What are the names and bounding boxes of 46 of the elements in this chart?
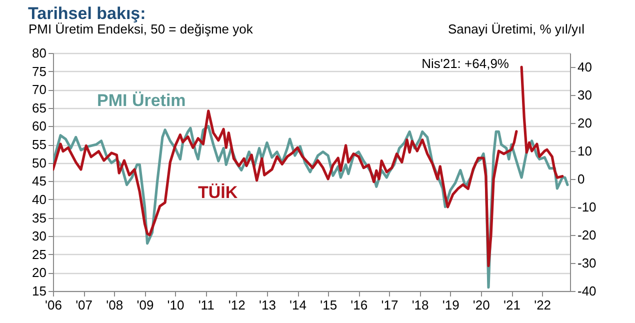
x-tick-label: '12 — [228, 298, 246, 312]
y-tick-label: 25 — [32, 246, 46, 262]
y-tick-label: 45 — [32, 174, 46, 189]
y-tick-label: 50 — [32, 155, 46, 170]
x-tick-label: '21 — [504, 298, 520, 312]
series-label: TÜİK — [198, 183, 238, 202]
x-tick-label: '08 — [106, 298, 124, 312]
y-tick-label: 65 — [32, 100, 46, 116]
x-tick-label: '19 — [442, 298, 460, 312]
y2-tick-label: 30 — [578, 88, 592, 102]
annotation: Nis'21: +64,9% — [422, 56, 510, 71]
x-tick-label: '22 — [534, 298, 552, 312]
y-tick-label: 75 — [32, 64, 46, 79]
x-tick-label: '18 — [412, 298, 429, 312]
x-tick-label: '17 — [381, 298, 398, 312]
y2-tick-label: -40 — [578, 284, 596, 298]
y2-tick-label: -30 — [578, 256, 596, 270]
x-tick-label: '10 — [167, 298, 184, 312]
x-tick-label: '07 — [76, 298, 93, 312]
x-tick-label: '11 — [198, 298, 214, 312]
x-tick-label: '13 — [259, 298, 276, 312]
y-tick-label: 40 — [32, 192, 46, 207]
y-tick-label: 55 — [32, 137, 46, 152]
y-tick-label: 80 — [32, 46, 46, 60]
chart-title: Tarihsel bakış: — [28, 4, 146, 23]
y2-tick-label: 10 — [578, 144, 592, 158]
x-tick-label: '15 — [320, 298, 338, 312]
y-tick-label: 15 — [32, 284, 46, 298]
x-tick-label: '09 — [136, 298, 154, 312]
y-tick-label: 70 — [32, 82, 46, 98]
y-tick-label: 35 — [32, 210, 46, 226]
series-label: PMI Üretim — [97, 91, 186, 110]
y2-tick-label: -10 — [578, 200, 596, 214]
x-tick-label: '14 — [290, 298, 306, 312]
y2-tick-label: 0 — [578, 172, 585, 186]
x-tick-label: '20 — [472, 298, 490, 312]
y-tick-label: 30 — [32, 228, 46, 244]
y2-axis-title: Sanayi Üretimi, % yıl/yıl — [448, 22, 585, 36]
y2-tick-label: -20 — [578, 228, 596, 242]
y-tick-label: 60 — [32, 118, 46, 134]
y-tick-label: 20 — [32, 265, 46, 280]
y2-tick-label: 40 — [578, 60, 592, 74]
y-axis-title: PMI Üretim Endeksi, 50 = değişme yok — [28, 22, 254, 36]
y2-tick-label: 20 — [578, 116, 592, 130]
x-tick-label: '06 — [45, 298, 62, 312]
x-tick-label: '16 — [350, 298, 368, 312]
